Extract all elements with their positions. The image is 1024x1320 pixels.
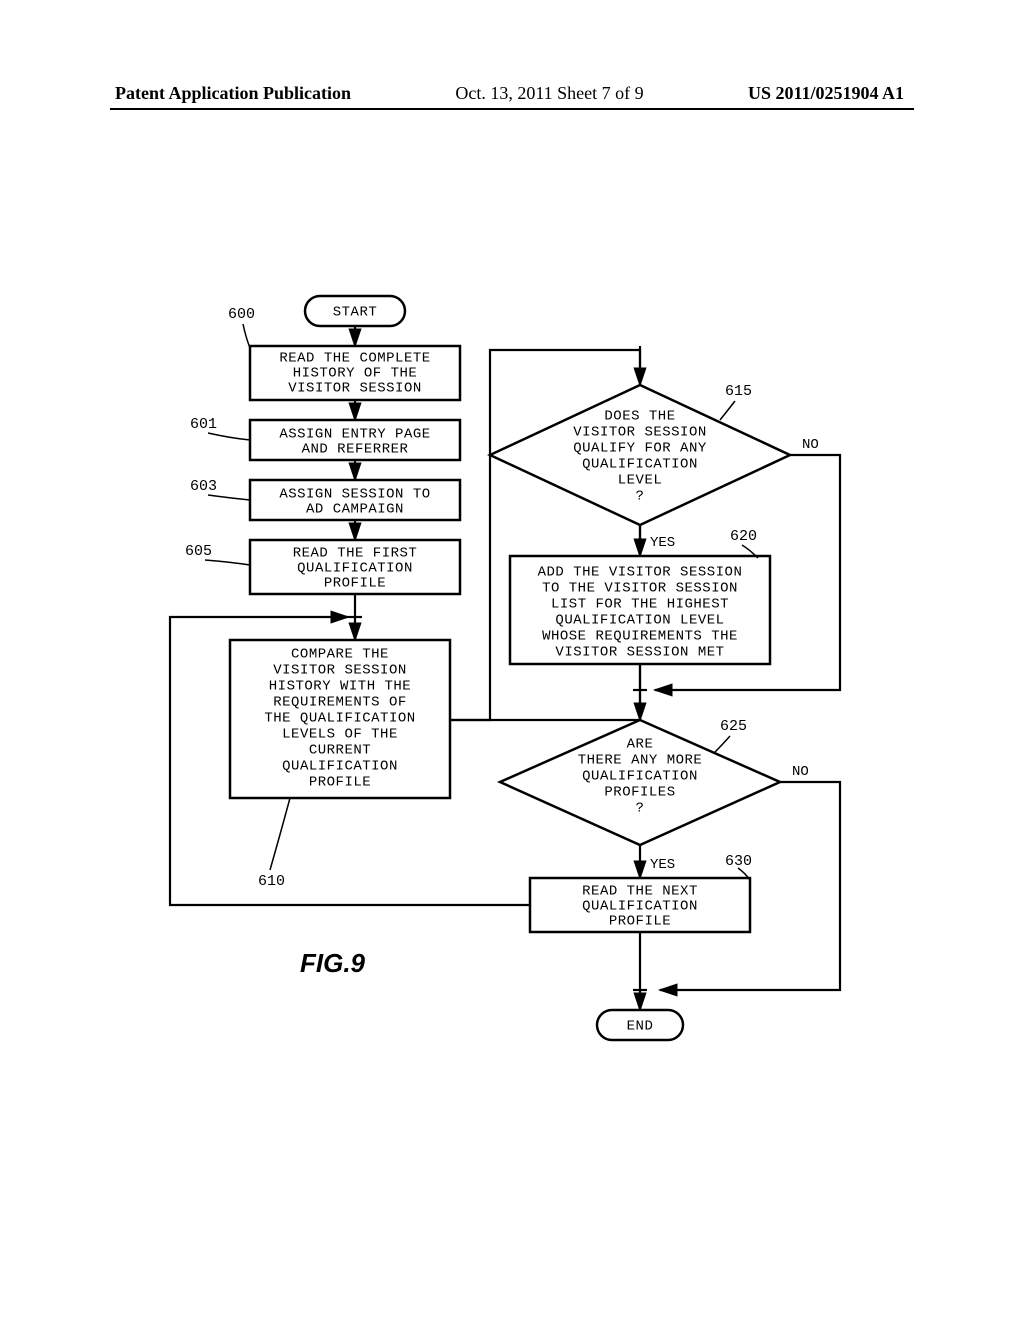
svg-text:PROFILE: PROFILE bbox=[609, 914, 671, 930]
svg-text:QUALIFICATION: QUALIFICATION bbox=[297, 561, 413, 577]
header-rule bbox=[110, 108, 914, 110]
svg-text:QUALIFICATION LEVEL: QUALIFICATION LEVEL bbox=[555, 613, 724, 629]
svg-text:LEVELS OF THE: LEVELS OF THE bbox=[282, 727, 398, 743]
svg-text:AD CAMPAIGN: AD CAMPAIGN bbox=[306, 502, 404, 518]
svg-text:AND REFERRER: AND REFERRER bbox=[302, 442, 409, 458]
svg-text:REQUIREMENTS OF: REQUIREMENTS OF bbox=[273, 695, 407, 711]
svg-text:VISITOR SESSION: VISITOR SESSION bbox=[273, 663, 407, 679]
figure-label: FIG.9 bbox=[300, 948, 365, 979]
svg-text:ASSIGN ENTRY PAGE: ASSIGN ENTRY PAGE bbox=[279, 427, 430, 443]
svg-text:QUALIFICATION: QUALIFICATION bbox=[582, 899, 698, 915]
label-no-615: NO bbox=[802, 437, 819, 453]
svg-text:LEVEL: LEVEL bbox=[618, 473, 663, 489]
svg-text:?: ? bbox=[636, 489, 645, 505]
svg-text:QUALIFICATION: QUALIFICATION bbox=[582, 457, 698, 473]
ref-600: 600 bbox=[228, 306, 255, 323]
svg-text:COMPARE THE: COMPARE THE bbox=[291, 647, 389, 663]
flowchart: START READ THE COMPLETE HISTORY OF THE V… bbox=[130, 290, 900, 1090]
ref-620: 620 bbox=[730, 528, 757, 545]
label-yes-615: YES bbox=[650, 535, 675, 551]
ref-603: 603 bbox=[190, 478, 217, 495]
svg-text:VISITOR SESSION: VISITOR SESSION bbox=[573, 425, 707, 441]
svg-text:PROFILE: PROFILE bbox=[324, 576, 386, 592]
label-yes-625: YES bbox=[650, 857, 675, 873]
svg-text:ARE: ARE bbox=[627, 737, 654, 753]
ref-610: 610 bbox=[258, 873, 285, 890]
ref-605: 605 bbox=[185, 543, 212, 560]
svg-text:ASSIGN SESSION TO: ASSIGN SESSION TO bbox=[279, 487, 430, 503]
page-header: Patent Application Publication Oct. 13, … bbox=[0, 83, 1024, 104]
terminal-end-label: END bbox=[627, 1019, 654, 1035]
svg-text:QUALIFICATION: QUALIFICATION bbox=[282, 759, 398, 775]
svg-text:LIST FOR THE HIGHEST: LIST FOR THE HIGHEST bbox=[551, 597, 729, 613]
svg-text:QUALIFICATION: QUALIFICATION bbox=[582, 769, 698, 785]
ref-615: 615 bbox=[725, 383, 752, 400]
svg-text:QUALIFY FOR ANY: QUALIFY FOR ANY bbox=[573, 441, 707, 457]
svg-text:DOES THE: DOES THE bbox=[604, 409, 675, 425]
svg-text:ADD THE VISITOR SESSION: ADD THE VISITOR SESSION bbox=[538, 565, 743, 581]
label-no-625: NO bbox=[792, 764, 809, 780]
svg-text:THE QUALIFICATION: THE QUALIFICATION bbox=[264, 711, 415, 727]
svg-text:READ THE COMPLETE: READ THE COMPLETE bbox=[279, 351, 430, 367]
svg-text:VISITOR SESSION MET: VISITOR SESSION MET bbox=[555, 645, 724, 661]
svg-text:READ THE FIRST: READ THE FIRST bbox=[293, 546, 418, 562]
header-left: Patent Application Publication bbox=[115, 83, 351, 104]
header-right: US 2011/0251904 A1 bbox=[748, 83, 904, 104]
ref-601: 601 bbox=[190, 416, 217, 433]
svg-text:HISTORY OF THE: HISTORY OF THE bbox=[293, 366, 418, 382]
svg-text:HISTORY WITH THE: HISTORY WITH THE bbox=[269, 679, 411, 695]
svg-text:CURRENT: CURRENT bbox=[309, 743, 371, 759]
svg-text:TO THE VISITOR SESSION: TO THE VISITOR SESSION bbox=[542, 581, 738, 597]
svg-text:READ THE NEXT: READ THE NEXT bbox=[582, 884, 698, 900]
terminal-start-label: START bbox=[333, 305, 378, 321]
svg-text:?: ? bbox=[636, 801, 645, 817]
svg-text:PROFILES: PROFILES bbox=[604, 785, 675, 801]
svg-text:VISITOR SESSION: VISITOR SESSION bbox=[288, 381, 422, 397]
header-center: Oct. 13, 2011 Sheet 7 of 9 bbox=[455, 83, 643, 104]
svg-text:WHOSE REQUIREMENTS THE: WHOSE REQUIREMENTS THE bbox=[542, 629, 738, 645]
svg-text:PROFILE: PROFILE bbox=[309, 775, 371, 791]
ref-625: 625 bbox=[720, 718, 747, 735]
svg-text:THERE ANY MORE: THERE ANY MORE bbox=[578, 753, 703, 769]
